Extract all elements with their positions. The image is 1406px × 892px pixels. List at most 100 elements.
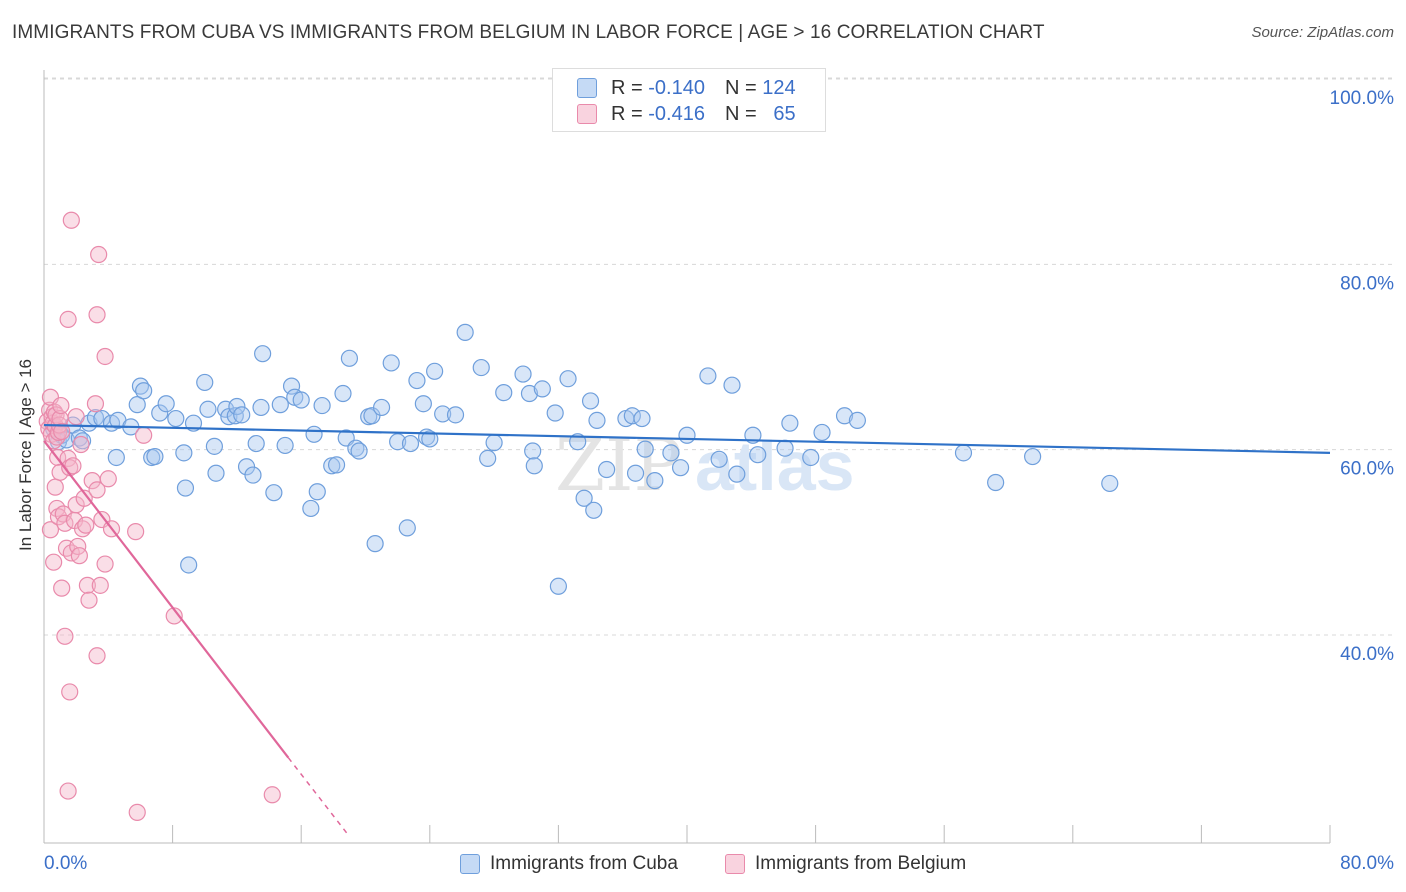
belgium-trend-extension <box>287 757 351 837</box>
cuba-point <box>414 395 432 413</box>
belgium-swatch <box>577 104 597 124</box>
cuba-point <box>546 404 564 422</box>
y-tick-label: 60.0% <box>1340 459 1394 480</box>
x-tick-label: 0.0% <box>44 853 87 874</box>
belgium-point <box>128 803 146 821</box>
cuba-point <box>781 414 799 432</box>
belgium-point <box>96 555 114 573</box>
x-tick-label: 80.0% <box>1340 853 1394 874</box>
cuba-point <box>308 483 326 501</box>
cuba-point <box>434 405 452 423</box>
cuba-point <box>678 426 696 444</box>
belgium-point <box>53 422 71 441</box>
belgium-point <box>96 347 114 366</box>
cuba-point <box>398 519 416 537</box>
belgium-point <box>78 576 97 594</box>
cuba-point <box>196 373 214 392</box>
cuba-legend-label: Immigrants from Cuba <box>490 853 678 874</box>
belgium-point <box>88 647 106 665</box>
cuba-point <box>334 384 352 403</box>
cuba-point <box>135 382 153 400</box>
cuba-point <box>305 425 323 443</box>
cuba-point <box>426 362 444 380</box>
belgium-legend-label: Immigrants from Belgium <box>755 853 967 874</box>
cuba-point <box>514 365 532 383</box>
cuba-point <box>292 391 310 409</box>
cuba-point <box>421 430 439 448</box>
cuba-point <box>372 398 391 417</box>
cuba-point <box>749 446 767 464</box>
belgium-point <box>88 306 106 324</box>
cuba-point <box>276 436 294 455</box>
cuba-point <box>723 376 741 394</box>
cuba-point <box>623 407 641 425</box>
belgium-point <box>91 576 109 594</box>
belgium-point <box>64 457 82 475</box>
belgium-point <box>86 395 105 413</box>
cuba-swatch <box>577 78 597 98</box>
cuba-legend-swatch <box>460 854 480 874</box>
belgium-point <box>263 786 281 804</box>
belgium-point <box>59 782 77 800</box>
y-tick-label: 40.0% <box>1340 644 1394 665</box>
cuba-point <box>176 479 195 497</box>
legend-row-cuba: R = -0.140 N = 124 <box>577 75 796 101</box>
cuba-point <box>271 396 289 414</box>
belgium-point <box>77 516 95 534</box>
belgium-point <box>127 523 145 541</box>
y-tick-label: 80.0% <box>1340 273 1394 294</box>
belgium-legend-swatch <box>725 854 745 874</box>
y-tick-label: 100.0% <box>1330 88 1395 109</box>
cuba-point <box>408 371 426 390</box>
cuba-point <box>233 406 251 424</box>
bottom-legend-cuba: Immigrants from Cuba <box>460 851 678 877</box>
cuba-r-label: R = <box>611 76 643 99</box>
cuba-n-value: 124 <box>762 76 796 99</box>
belgium-r-value: -0.416 <box>648 102 705 125</box>
cuba-point <box>199 400 217 418</box>
cuba-point <box>228 397 246 416</box>
bottom-legend-belgium: Immigrants from Belgium <box>725 851 966 877</box>
cuba-point <box>598 460 616 479</box>
cuba-point <box>128 396 146 414</box>
belgium-point <box>46 478 64 496</box>
belgium-point <box>56 627 74 645</box>
cuba-point <box>252 398 270 417</box>
belgium-point <box>53 579 71 597</box>
cuba-point <box>954 444 973 462</box>
cuba-point <box>485 434 503 452</box>
cuba-point <box>1024 447 1042 466</box>
cuba-point <box>327 456 346 474</box>
belgium-point <box>62 211 80 229</box>
cuba-point <box>835 407 854 425</box>
cuba-point <box>340 349 359 367</box>
cuba-point <box>495 384 513 402</box>
cuba-point <box>382 354 400 372</box>
cuba-point <box>265 484 283 502</box>
cuba-point <box>575 489 593 507</box>
cuba-point <box>533 380 551 398</box>
belgium-point <box>56 514 74 532</box>
correlation-legend: R = -0.140 N = 124 R = -0.416 N = 65 <box>552 68 826 132</box>
cuba-point <box>456 323 474 341</box>
belgium-point <box>80 591 98 609</box>
cuba-point <box>813 423 831 442</box>
cuba-point <box>302 499 320 518</box>
cuba-point <box>662 444 680 462</box>
cuba-point <box>207 464 225 482</box>
cuba-point <box>802 448 820 467</box>
cuba-point <box>525 457 543 475</box>
belgium-point <box>70 547 88 565</box>
cuba-point <box>987 473 1005 492</box>
cuba-point <box>646 472 664 490</box>
belgium-point <box>135 426 153 444</box>
cuba-point <box>559 370 577 388</box>
legend-row-belgium: R = -0.416 N = 65 <box>577 101 796 127</box>
belgium-point <box>52 396 70 415</box>
cuba-point <box>151 404 169 422</box>
belgium-point <box>72 435 90 454</box>
cuba-point <box>848 411 866 430</box>
cuba-point <box>479 449 497 467</box>
belgium-point <box>90 245 108 264</box>
